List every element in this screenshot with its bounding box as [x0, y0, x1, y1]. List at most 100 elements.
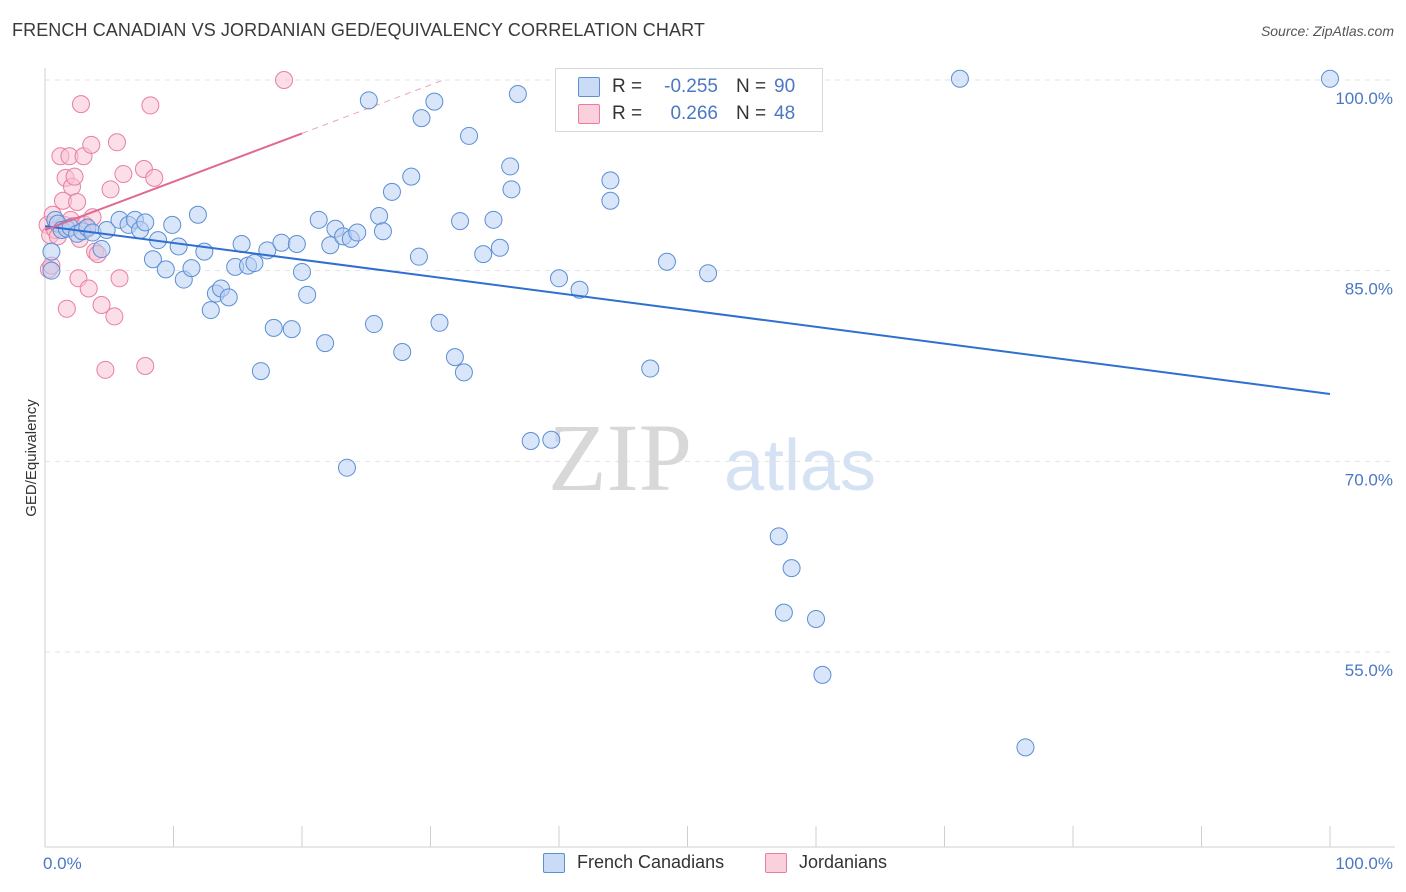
- french-canadian-point: [293, 262, 311, 281]
- y-tick-label: 100.0%: [1335, 89, 1393, 108]
- axes: [44, 68, 1395, 848]
- french-canadian-point: [445, 348, 464, 367]
- jordanian-point: [101, 180, 120, 199]
- french-canadian-point: [601, 191, 620, 210]
- french-canadian-point: [42, 261, 61, 280]
- french-canadian-point: [769, 527, 788, 546]
- french-canadian-point: [484, 210, 503, 229]
- jordanian-point: [79, 279, 98, 298]
- french-canadian-point: [136, 213, 155, 232]
- french-canadian-point: [508, 84, 527, 103]
- french-canadian-trend-line: [44, 225, 1331, 395]
- watermark: ZIP atlas: [548, 404, 876, 511]
- french-canadian-point: [92, 240, 111, 259]
- jordanian-point: [275, 71, 294, 89]
- y-tick-label: 55.0%: [1345, 661, 1393, 680]
- french-canadian-point: [430, 313, 449, 332]
- french-canadian-point: [550, 269, 568, 288]
- french-canadian-point: [232, 234, 251, 253]
- french-canadian-point: [570, 280, 589, 299]
- y-tick-label: 85.0%: [1345, 280, 1393, 299]
- legend-n-value: 90: [774, 76, 796, 97]
- french-canadian-point: [813, 665, 832, 684]
- french-canadian-point: [451, 212, 470, 231]
- french-canadian-point: [316, 334, 335, 353]
- legend-row-french-canadians: R = -0.255 N = 90: [578, 75, 795, 99]
- french-canadian-point: [950, 69, 969, 88]
- bottom-legend-french-canadians: French Canadians: [543, 852, 724, 873]
- french-canadian-point: [501, 157, 520, 176]
- french-canadian-point: [402, 167, 421, 186]
- french-canadian-point: [143, 250, 162, 269]
- french-canadian-point: [454, 363, 473, 382]
- french-canadian-point: [425, 92, 444, 111]
- french-canadian-point: [521, 431, 540, 450]
- french-canadian-point: [409, 247, 428, 266]
- legend-swatch-pink: [578, 104, 600, 124]
- french-canadian-point: [370, 207, 389, 226]
- series-french-canadians: [42, 69, 1339, 757]
- jordanian-point: [141, 96, 160, 115]
- watermark-atlas: atlas: [724, 426, 876, 506]
- french-canadian-point: [542, 430, 561, 449]
- french-canadian-point: [309, 210, 328, 229]
- french-canadian-point: [782, 559, 801, 578]
- french-canadian-point: [359, 91, 378, 110]
- french-canadian-point: [364, 315, 383, 334]
- jordanian-point: [107, 133, 126, 152]
- stats-legend: R = -0.255 N = 90 R = 0.266 N = 48: [555, 68, 823, 132]
- legend-swatch-blue: [578, 77, 600, 97]
- jordanian-point: [82, 135, 101, 154]
- legend-r-label: R =: [612, 103, 643, 124]
- french-canadian-point: [657, 252, 676, 271]
- legend-n-label: N =: [736, 76, 767, 97]
- jordanian-point: [68, 193, 87, 212]
- french-canadian-point: [490, 238, 509, 257]
- jordanian-point: [71, 95, 90, 114]
- y-tick-label: 70.0%: [1345, 470, 1393, 489]
- legend-r-value: -0.255: [664, 76, 718, 97]
- french-canadian-point: [774, 603, 793, 622]
- french-canadian-point: [373, 222, 392, 241]
- french-canadian-point: [169, 237, 188, 256]
- french-canadian-point: [1321, 69, 1339, 88]
- chart-title: FRENCH CANADIAN VS JORDANIAN GED/EQUIVAL…: [12, 20, 705, 40]
- french-canadian-point: [245, 254, 264, 273]
- french-canadian-point: [337, 458, 356, 477]
- french-canadian-point: [188, 205, 207, 224]
- french-canadian-point: [641, 359, 660, 378]
- watermark-zip: ZIP: [548, 404, 692, 511]
- x-tick-label-min: 0.0%: [43, 854, 82, 873]
- jordanian-point: [96, 360, 115, 379]
- y-axis-label: GED/Equivalency: [23, 399, 40, 517]
- french-canadian-point: [182, 259, 201, 278]
- french-canadian-point: [348, 223, 367, 242]
- jordanian-point: [145, 168, 164, 187]
- legend-n-label: N =: [736, 103, 767, 124]
- french-canadian-point: [807, 609, 825, 628]
- french-canadian-point: [412, 109, 431, 128]
- french-canadian-point: [251, 362, 270, 381]
- jordanian-point: [92, 295, 111, 314]
- french-canadian-point: [163, 215, 182, 234]
- french-canadian-point: [1016, 738, 1035, 757]
- x-tick-label-max: 100.0%: [1335, 854, 1393, 873]
- tick-labels: 55.0% 70.0% 85.0% 100.0% 0.0% 100.0%: [43, 89, 1393, 873]
- jordanian-trend-line: [44, 132, 303, 231]
- french-canadian-point: [699, 264, 718, 283]
- french-canadian-point: [474, 245, 493, 264]
- jordanian-point: [114, 165, 133, 184]
- jordanian-point: [57, 299, 76, 318]
- jordanian-point: [65, 167, 84, 186]
- bottom-legend-label: Jordanians: [799, 852, 888, 872]
- french-canadian-point: [156, 260, 175, 279]
- french-canadian-point: [382, 182, 401, 201]
- french-canadian-point: [264, 318, 283, 337]
- legend-r-value: 0.266: [670, 103, 718, 124]
- legend-n-value: 48: [774, 103, 796, 124]
- trend-lines: [44, 79, 1331, 395]
- legend-r-label: R =: [612, 76, 643, 97]
- bottom-legend-label: French Canadians: [577, 852, 725, 872]
- bottom-legend-swatch-blue: [543, 852, 565, 873]
